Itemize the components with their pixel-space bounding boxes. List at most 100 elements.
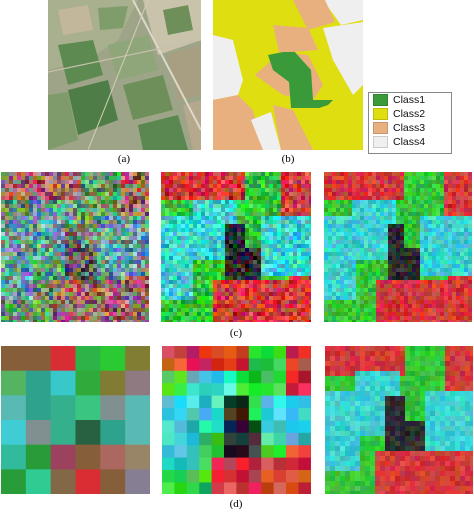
pixel-cell [360,406,366,412]
pixel-cell [415,411,421,417]
pixel-cell [69,312,74,317]
pixel-cell [117,216,122,221]
pixel-cell [380,300,385,305]
pixel-cell [41,180,46,185]
pixel-cell [356,256,361,261]
pixel-cell [129,220,134,225]
pixel-cell [61,272,66,277]
pixel-cell [424,212,429,217]
pixel-cell [129,236,134,241]
pixel-cell [360,272,365,277]
pixel-cell [61,240,66,245]
pixel-cell [49,288,54,293]
pixel-cell [129,316,134,321]
pixel-cell [236,470,250,483]
pixel-cell [372,180,377,185]
pixel-cell [424,260,429,265]
pixel-cell [324,288,329,293]
pixel-cell [269,188,274,193]
pixel-cell [285,200,290,205]
pixel-cell [249,312,254,317]
pixel-cell [325,356,331,362]
pixel-cell [460,208,465,213]
pixel-cell [189,316,194,321]
pixel-cell [1,292,6,297]
pixel-cell [436,276,441,281]
pixel-cell [380,292,385,297]
pixel-cell [225,232,230,237]
pixel-cell [241,192,246,197]
pixel-cell [181,256,186,261]
pixel-cell [197,276,202,281]
pixel-cell [193,188,198,193]
pixel-cell [1,196,6,201]
pixel-cell [85,296,90,301]
pixel-cell [293,312,298,317]
pixel-cell [440,216,445,221]
pixel-cell [376,240,381,245]
pixel-cell [65,192,70,197]
pixel-cell [65,296,70,301]
pixel-cell [69,180,74,185]
pixel-cell [121,216,126,221]
pixel-cell [29,180,34,185]
pixel-cell [332,320,337,322]
pixel-cell [97,228,102,233]
pixel-cell [101,276,106,281]
pixel-cell [69,228,74,233]
pixel-cell [217,240,222,245]
pixel-cell [400,212,405,217]
pixel-cell [450,381,456,387]
pixel-cell [277,172,282,177]
pixel-cell [133,180,138,185]
pixel-cell [360,216,365,221]
pixel-cell [400,356,406,362]
pixel-cell [330,401,336,407]
pixel-cell [5,256,10,261]
pixel-cell [436,240,441,245]
pixel-cell [297,280,302,285]
pixel-cell [236,420,250,434]
pixel-cell [297,292,302,297]
pixel-cell [281,220,286,225]
pixel-cell [97,180,102,185]
pixel-cell [400,172,405,177]
pixel-cell [201,220,206,225]
pixel-cell [289,292,294,297]
pixel-cell [129,228,134,233]
pixel-cell [33,260,38,265]
pixel-cell [360,411,366,417]
pixel-cell [416,280,421,285]
pixel-cell [468,268,472,273]
pixel-cell [325,416,331,422]
pixel-cell [448,288,453,293]
pixel-cell [189,292,194,297]
pixel-cell [73,184,78,189]
pixel-cell [225,236,230,241]
pixel-cell [444,284,449,289]
pixel-cell [41,296,46,301]
pixel-cell [21,224,26,229]
pixel-cell [185,264,190,269]
pixel-cell [309,196,311,201]
pixel-cell [211,358,225,372]
pixel-cell [113,272,118,277]
pixel-cell [29,220,34,225]
pixel-cell [410,351,416,357]
pixel-cell [193,176,198,181]
pixel-cell [5,300,10,305]
pixel-cell [41,276,46,281]
pixel-cell [29,184,34,189]
pixel-cell [213,192,218,197]
pixel-cell [177,268,182,273]
pixel-cell [17,320,22,322]
pixel-cell [173,236,178,241]
pixel-cell [384,276,389,281]
pixel-cell [236,482,250,494]
pixel-cell [265,280,270,285]
pixel-cell [428,296,433,301]
pixel-cell [376,284,381,289]
pixel-cell [174,470,188,483]
legend-label-class3: Class3 [393,122,426,134]
pixel-cell [77,232,82,237]
